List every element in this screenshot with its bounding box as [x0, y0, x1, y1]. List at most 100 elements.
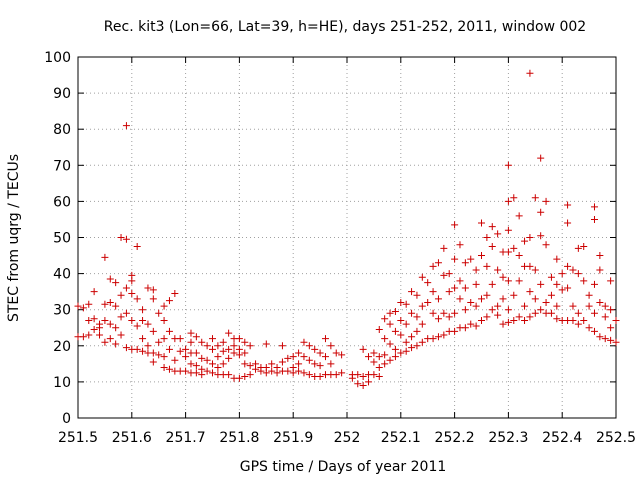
data-point — [510, 317, 518, 325]
data-point — [278, 342, 286, 350]
data-point — [112, 340, 120, 348]
data-point — [488, 306, 496, 314]
data-point — [139, 306, 147, 314]
data-point — [101, 338, 109, 346]
data-point — [504, 318, 512, 326]
data-point — [472, 322, 480, 330]
data-point — [381, 351, 389, 359]
data-point — [569, 302, 577, 310]
data-point — [165, 297, 173, 305]
data-point — [451, 309, 459, 317]
data-point — [316, 372, 324, 380]
data-point — [246, 342, 254, 350]
data-point — [117, 331, 125, 339]
data-point — [219, 360, 227, 368]
data-point — [85, 300, 93, 308]
data-point — [402, 300, 410, 308]
data-point — [311, 345, 319, 353]
data-point — [155, 338, 163, 346]
data-point — [375, 353, 383, 361]
data-point — [96, 324, 104, 332]
data-point — [499, 295, 507, 303]
data-point — [526, 313, 534, 321]
x-tick-label: 251.5 — [58, 430, 98, 446]
chart-title: Rec. kit3 (Lon=66, Lat=39, h=HE), days 2… — [104, 19, 586, 35]
data-point — [246, 362, 254, 370]
data-point — [381, 315, 389, 323]
data-point — [547, 309, 555, 317]
data-point — [365, 353, 373, 361]
data-point — [241, 338, 249, 346]
data-point — [553, 255, 561, 263]
data-point — [112, 324, 120, 332]
data-point — [537, 280, 545, 288]
data-point — [133, 295, 141, 303]
data-point — [176, 335, 184, 343]
data-point — [413, 291, 421, 299]
data-point — [445, 270, 453, 278]
data-point — [590, 203, 598, 211]
data-point — [375, 326, 383, 334]
data-point — [241, 360, 249, 368]
data-point — [295, 360, 303, 368]
data-point — [526, 262, 534, 270]
data-point — [434, 295, 442, 303]
data-point — [585, 324, 593, 332]
data-point — [192, 369, 200, 377]
data-point — [499, 320, 507, 328]
x-tick-label: 251.9 — [273, 430, 313, 446]
data-point — [305, 342, 313, 350]
data-point — [348, 374, 356, 382]
data-point — [510, 194, 518, 202]
data-point — [165, 345, 173, 353]
data-point — [187, 338, 195, 346]
data-point — [278, 358, 286, 366]
data-point — [413, 313, 421, 321]
data-point — [316, 362, 324, 370]
data-point — [171, 356, 179, 364]
data-point — [590, 327, 598, 335]
data-point — [504, 306, 512, 314]
data-point — [295, 349, 303, 357]
data-point — [397, 298, 405, 306]
data-point — [144, 284, 152, 292]
data-point — [122, 122, 130, 130]
data-point — [418, 302, 426, 310]
data-point — [590, 215, 598, 223]
data-point — [235, 335, 243, 343]
data-point — [607, 306, 615, 314]
data-point — [547, 291, 555, 299]
data-point — [537, 306, 545, 314]
data-point — [574, 270, 582, 278]
data-point — [542, 241, 550, 249]
data-point — [209, 335, 216, 343]
data-point — [209, 360, 216, 368]
data-point — [117, 291, 125, 299]
data-point — [128, 277, 136, 285]
data-point — [101, 253, 109, 261]
data-point — [494, 230, 502, 238]
x-tick-label: 252 — [334, 430, 361, 446]
data-point — [585, 291, 593, 299]
data-point — [440, 309, 448, 317]
data-point — [526, 288, 534, 296]
data-point — [74, 302, 82, 310]
data-point — [133, 322, 141, 330]
data-point — [332, 371, 340, 379]
data-point — [413, 327, 421, 335]
data-point — [429, 262, 437, 270]
data-point — [504, 161, 512, 169]
data-point — [241, 372, 249, 380]
data-point — [171, 289, 179, 297]
data-point — [553, 280, 561, 288]
data-point — [332, 349, 340, 357]
data-point — [386, 309, 394, 317]
data-point — [230, 349, 238, 357]
x-tick-label: 252.5 — [596, 430, 636, 446]
data-point — [418, 273, 426, 281]
data-point — [284, 367, 292, 375]
data-point — [214, 342, 222, 350]
y-tick-label: 100 — [44, 50, 71, 66]
data-point — [601, 335, 609, 343]
